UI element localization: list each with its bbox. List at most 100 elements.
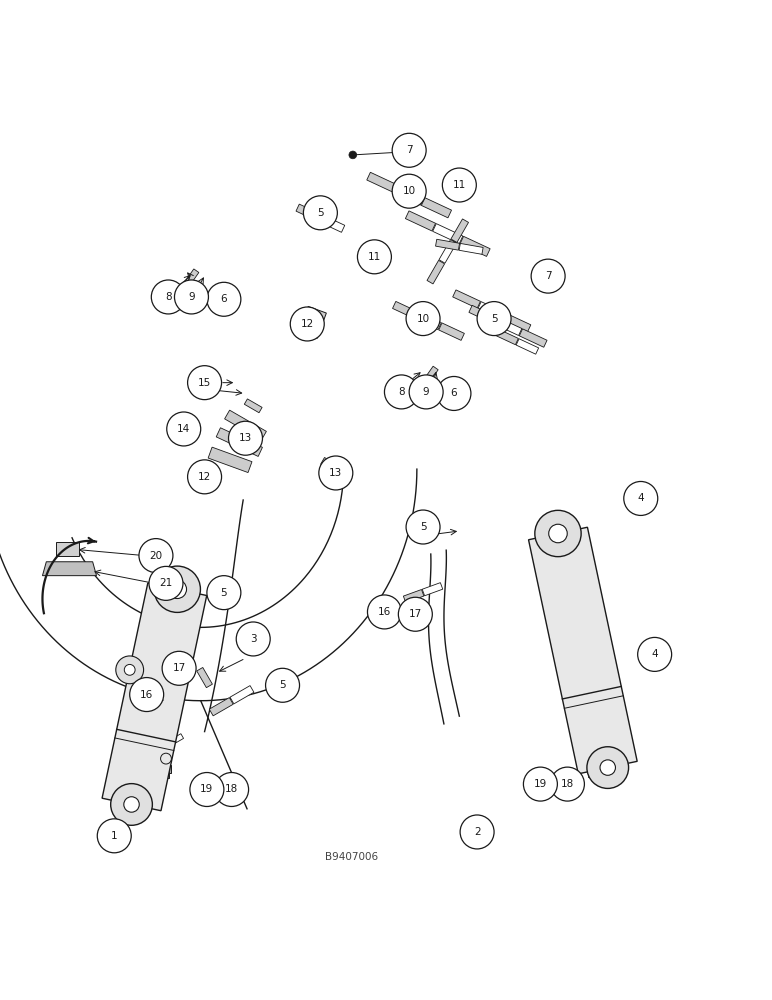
Polygon shape	[146, 729, 164, 743]
Circle shape	[110, 784, 152, 825]
Circle shape	[97, 819, 131, 853]
Polygon shape	[367, 172, 397, 192]
Polygon shape	[161, 720, 178, 734]
Text: 11: 11	[367, 252, 381, 262]
Polygon shape	[432, 224, 463, 244]
Polygon shape	[423, 366, 438, 384]
Circle shape	[406, 510, 440, 544]
Circle shape	[357, 240, 391, 274]
Circle shape	[319, 456, 353, 490]
Polygon shape	[403, 590, 424, 603]
Text: 5: 5	[317, 208, 323, 218]
Circle shape	[537, 280, 544, 288]
Polygon shape	[244, 399, 262, 413]
Polygon shape	[208, 447, 252, 473]
Text: 17: 17	[408, 609, 422, 619]
Polygon shape	[496, 329, 518, 345]
Text: 5: 5	[221, 588, 227, 598]
Polygon shape	[588, 771, 604, 777]
Polygon shape	[225, 410, 266, 440]
Text: 5: 5	[279, 680, 286, 690]
Text: 8: 8	[165, 292, 171, 302]
Circle shape	[437, 376, 471, 410]
Polygon shape	[296, 204, 322, 222]
Polygon shape	[422, 198, 452, 218]
Circle shape	[587, 747, 628, 788]
Polygon shape	[216, 428, 262, 456]
Polygon shape	[197, 667, 212, 688]
Polygon shape	[478, 302, 506, 320]
Polygon shape	[392, 301, 418, 319]
Circle shape	[174, 280, 208, 314]
Polygon shape	[520, 329, 547, 347]
Text: 12: 12	[300, 319, 314, 329]
Text: 15: 15	[198, 378, 212, 388]
Text: 5: 5	[420, 522, 426, 532]
Circle shape	[477, 302, 511, 336]
Text: 6: 6	[221, 294, 227, 304]
Text: 14: 14	[177, 424, 191, 434]
Circle shape	[188, 460, 222, 494]
Text: 7: 7	[545, 271, 551, 281]
Text: 9: 9	[423, 387, 429, 397]
Text: 1: 1	[111, 831, 117, 841]
Circle shape	[149, 566, 183, 600]
Circle shape	[624, 481, 658, 515]
Polygon shape	[422, 583, 443, 596]
Circle shape	[190, 773, 224, 806]
Polygon shape	[452, 290, 480, 308]
Circle shape	[116, 656, 144, 684]
Text: 10: 10	[402, 186, 416, 196]
Circle shape	[392, 174, 426, 208]
Polygon shape	[230, 686, 254, 704]
Circle shape	[409, 375, 443, 409]
Text: 13: 13	[329, 468, 343, 478]
Text: 11: 11	[452, 180, 466, 190]
Text: 17: 17	[172, 663, 186, 673]
Circle shape	[398, 597, 432, 631]
Circle shape	[207, 282, 241, 316]
Circle shape	[167, 412, 201, 446]
Circle shape	[550, 767, 584, 801]
Circle shape	[523, 767, 557, 801]
Polygon shape	[405, 211, 435, 231]
Text: 20: 20	[149, 551, 163, 561]
Polygon shape	[209, 698, 233, 716]
Text: 12: 12	[198, 472, 212, 482]
Polygon shape	[42, 562, 96, 576]
Polygon shape	[503, 313, 531, 332]
Circle shape	[151, 280, 185, 314]
Text: 21: 21	[159, 578, 173, 588]
Text: 18: 18	[560, 779, 574, 789]
Text: 5: 5	[491, 314, 497, 324]
Polygon shape	[394, 185, 425, 205]
Circle shape	[188, 366, 222, 400]
Circle shape	[303, 196, 337, 230]
Circle shape	[367, 595, 401, 629]
Text: 8: 8	[398, 387, 405, 397]
Circle shape	[229, 421, 262, 455]
Polygon shape	[184, 269, 199, 286]
Polygon shape	[516, 339, 539, 354]
Circle shape	[531, 259, 565, 293]
Circle shape	[600, 760, 615, 775]
Polygon shape	[102, 583, 207, 811]
Polygon shape	[156, 741, 171, 753]
Polygon shape	[415, 312, 442, 330]
Polygon shape	[438, 323, 465, 340]
Circle shape	[384, 375, 418, 409]
Text: 4: 4	[652, 649, 658, 659]
Polygon shape	[459, 243, 483, 254]
Circle shape	[392, 133, 426, 167]
Text: 4: 4	[638, 493, 644, 503]
Circle shape	[460, 815, 494, 849]
Circle shape	[162, 651, 196, 685]
Circle shape	[349, 151, 357, 159]
Polygon shape	[460, 236, 490, 256]
Circle shape	[442, 168, 476, 202]
Polygon shape	[320, 457, 348, 478]
Polygon shape	[435, 239, 459, 250]
Circle shape	[549, 524, 567, 543]
Polygon shape	[494, 317, 522, 336]
Polygon shape	[451, 219, 469, 242]
